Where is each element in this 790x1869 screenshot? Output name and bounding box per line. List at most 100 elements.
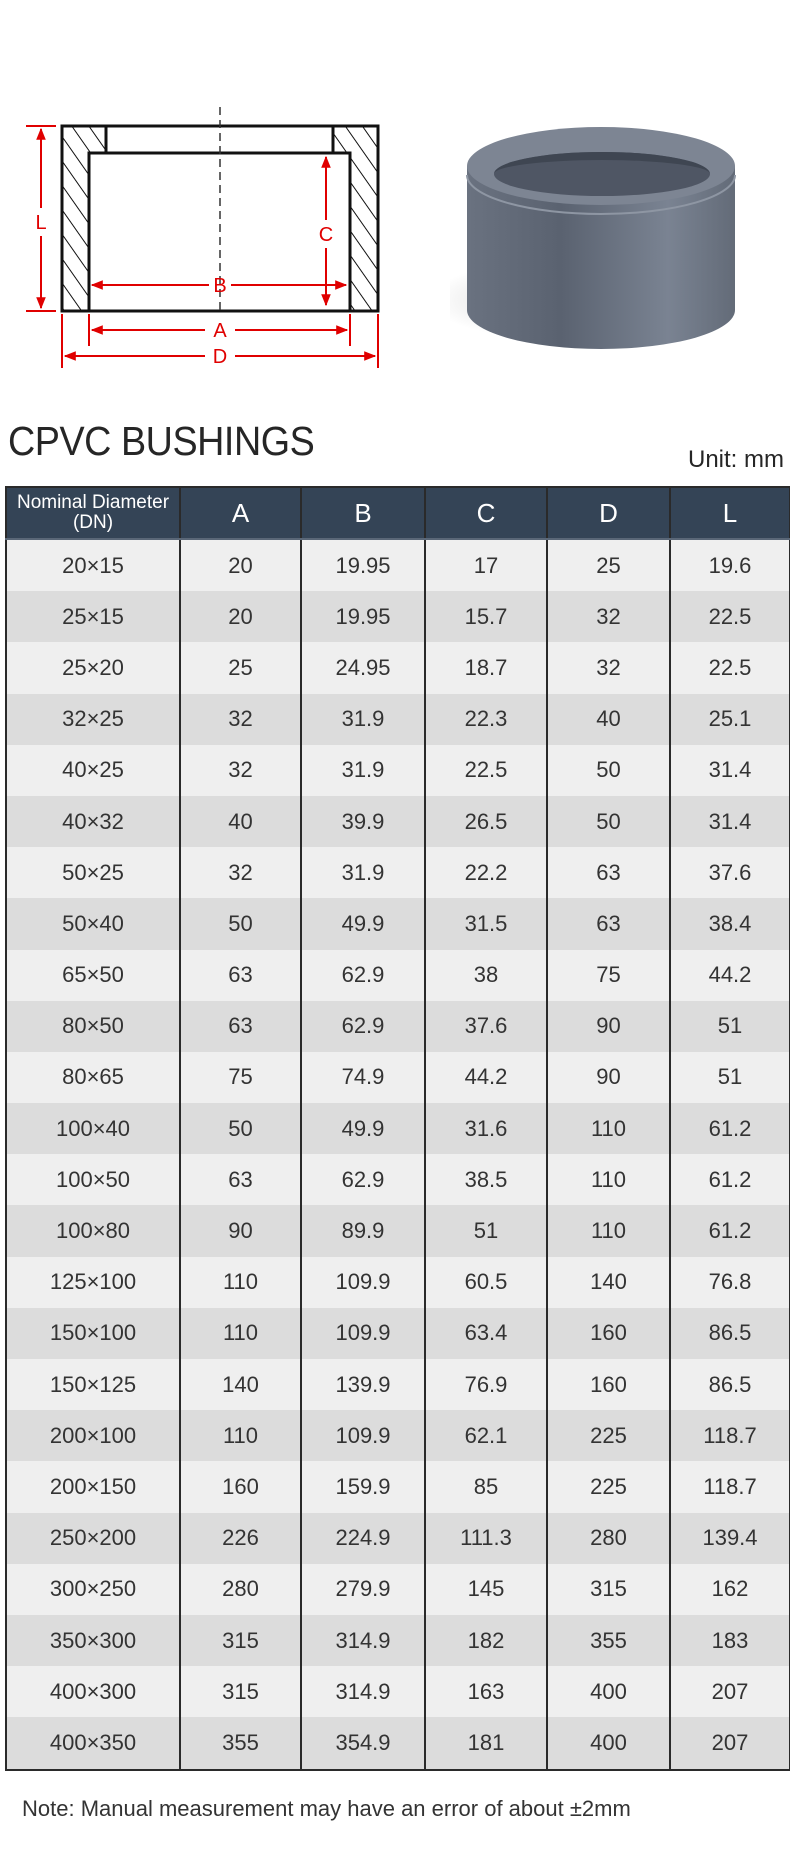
table-cell: 109.9 xyxy=(300,1307,425,1359)
table-cell: 315 xyxy=(179,1666,301,1718)
table-cell: 125×100 xyxy=(6,1256,180,1308)
table-cell: 90 xyxy=(546,1051,670,1104)
table-cell: 86.5 xyxy=(669,1307,790,1359)
table-cell: 50×25 xyxy=(6,847,180,899)
table-cell: 350×300 xyxy=(6,1614,180,1667)
table-cell: 19.6 xyxy=(669,539,790,592)
table-cell: 38 xyxy=(424,949,547,1001)
table-cell: 40×32 xyxy=(6,795,180,848)
table-cell: 32×25 xyxy=(6,693,180,745)
table-cell: 225 xyxy=(546,1410,670,1462)
table-row: 150×100 110 109.9 63.4 160 86.5 xyxy=(6,1307,790,1359)
label-B: B xyxy=(213,275,226,297)
table-cell: 50 xyxy=(546,744,670,796)
table-cell: 80×50 xyxy=(6,1000,180,1052)
table-cell: 19.95 xyxy=(300,539,425,592)
label-C: C xyxy=(319,224,333,246)
table-cell: 38.4 xyxy=(669,898,790,950)
table-cell: 145 xyxy=(424,1563,547,1615)
table-cell: 51 xyxy=(669,1051,790,1104)
table-row: 65×50 63 62.9 38 75 44.2 xyxy=(6,949,790,1001)
table-row: 100×40 50 49.9 31.6 110 61.2 xyxy=(6,1103,790,1155)
label-D: D xyxy=(213,346,227,368)
table-cell: 62.9 xyxy=(300,1154,425,1206)
table-row: 100×50 63 62.9 38.5 110 61.2 xyxy=(6,1154,790,1206)
table-row: 20×15 20 19.95 17 25 19.6 xyxy=(6,539,790,592)
table-cell: 49.9 xyxy=(300,898,425,950)
table-cell: 25 xyxy=(179,642,301,694)
table-cell: 50×40 xyxy=(6,898,180,950)
table-cell: 111.3 xyxy=(424,1512,547,1564)
table-cell: 159.9 xyxy=(300,1461,425,1513)
column-header-d: D xyxy=(546,487,670,540)
label-A: A xyxy=(213,320,227,342)
table-cell: 63 xyxy=(546,847,670,899)
table-cell: 65×50 xyxy=(6,949,180,1001)
table-cell: 314.9 xyxy=(300,1666,425,1718)
table-row: 40×25 32 31.9 22.5 50 31.4 xyxy=(6,744,790,796)
dimension-table: Nominal Diameter (DN) A B C D L 20×15 20 1… xyxy=(5,486,790,1771)
table-cell: 181 xyxy=(424,1717,547,1770)
table-cell: 61.2 xyxy=(669,1154,790,1206)
table-row: 150×125 140 139.9 76.9 160 86.5 xyxy=(6,1359,790,1411)
table-cell: 25×15 xyxy=(6,591,180,643)
table-row: 80×65 75 74.9 44.2 90 51 xyxy=(6,1051,790,1104)
table-row: 100×80 90 89.9 51 110 61.2 xyxy=(6,1205,790,1257)
table-cell: 400 xyxy=(546,1717,670,1770)
table-cell: 354.9 xyxy=(300,1717,425,1770)
table-row: 250×200 226 224.9 111.3 280 139.4 xyxy=(6,1512,790,1564)
table-row: 25×15 20 19.95 15.7 32 22.5 xyxy=(6,591,790,643)
table-cell: 118.7 xyxy=(669,1461,790,1513)
table-cell: 163 xyxy=(424,1666,547,1718)
table-cell: 63 xyxy=(546,898,670,950)
label-L: L xyxy=(35,212,46,234)
table-cell: 140 xyxy=(179,1359,301,1411)
table-cell: 49.9 xyxy=(300,1103,425,1155)
table-cell: 118.7 xyxy=(669,1410,790,1462)
column-header-dn: Nominal Diameter (DN) xyxy=(6,487,180,540)
table-row: 200×150 160 159.9 85 225 118.7 xyxy=(6,1461,790,1513)
table-cell: 75 xyxy=(546,949,670,1001)
table-cell: 355 xyxy=(179,1717,301,1770)
table-cell: 200×100 xyxy=(6,1410,180,1462)
table-cell: 110 xyxy=(546,1154,670,1206)
table-cell: 22.5 xyxy=(424,744,547,796)
table-cell: 86.5 xyxy=(669,1359,790,1411)
table-cell: 110 xyxy=(179,1307,301,1359)
table-cell: 100×40 xyxy=(6,1103,180,1155)
column-header-l: L xyxy=(669,487,790,540)
table-cell: 110 xyxy=(546,1103,670,1155)
table-cell: 90 xyxy=(546,1000,670,1052)
table-row: 50×40 50 49.9 31.5 63 38.4 xyxy=(6,898,790,950)
table-cell: 315 xyxy=(546,1563,670,1615)
table-cell: 39.9 xyxy=(300,795,425,848)
table-cell: 140 xyxy=(546,1256,670,1308)
table-cell: 225 xyxy=(546,1461,670,1513)
table-cell: 31.9 xyxy=(300,693,425,745)
table-cell: 22.3 xyxy=(424,693,547,745)
table-cell: 22.5 xyxy=(669,591,790,643)
table-cell: 26.5 xyxy=(424,795,547,848)
dimension-lines xyxy=(26,125,379,368)
table-cell: 32 xyxy=(546,591,670,643)
table-cell: 400 xyxy=(546,1666,670,1718)
table-cell: 109.9 xyxy=(300,1256,425,1308)
table-cell: 40 xyxy=(546,693,670,745)
table-cell: 224.9 xyxy=(300,1512,425,1564)
table-cell: 182 xyxy=(424,1614,547,1667)
table-cell: 38.5 xyxy=(424,1154,547,1206)
table-cell: 25 xyxy=(546,539,670,592)
table-cell: 50 xyxy=(179,898,301,950)
table-cell: 63.4 xyxy=(424,1307,547,1359)
table-cell: 280 xyxy=(179,1563,301,1615)
table-cell: 37.6 xyxy=(424,1000,547,1052)
table-cell: 76.8 xyxy=(669,1256,790,1308)
table-cell: 20 xyxy=(179,539,301,592)
table-cell: 139.4 xyxy=(669,1512,790,1564)
table-cell: 20 xyxy=(179,591,301,643)
table-cell: 32 xyxy=(179,744,301,796)
table-row: 125×100 110 109.9 60.5 140 76.8 xyxy=(6,1256,790,1308)
table-cell: 24.95 xyxy=(300,642,425,694)
table-cell: 315 xyxy=(179,1614,301,1667)
unit-label: Unit: mm xyxy=(688,446,784,473)
